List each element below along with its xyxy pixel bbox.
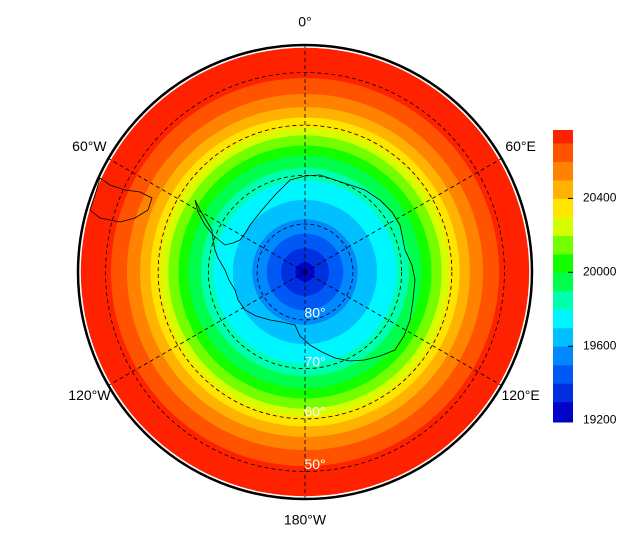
colorbar-segment: [553, 235, 573, 255]
south-america-coast: [89, 177, 153, 223]
latitude-label: 60°: [304, 404, 325, 420]
meridian: [304, 158, 502, 273]
colorbar-segment: [553, 327, 573, 347]
latitude-label: 80°: [304, 305, 325, 321]
meridian: [304, 271, 502, 386]
colorbar-segment: [553, 272, 573, 292]
map-border: [76, 43, 534, 501]
colorbar-segment: [553, 383, 573, 403]
colorbar: 19200 19600 20000 20400: [553, 130, 617, 426]
latitude-label: 50°: [304, 456, 325, 472]
longitude-label: 60°W: [72, 138, 107, 154]
colorbar-tick-label: 20400: [583, 191, 617, 205]
longitude-label: 120°E: [501, 387, 539, 403]
colorbar-segment: [553, 290, 573, 310]
latitude-label: 70°: [304, 353, 325, 369]
colorbar-segment: [553, 142, 573, 162]
latitude-circle: [157, 124, 453, 420]
colorbar-segment: [553, 364, 573, 384]
colorbar-segment: [553, 253, 573, 273]
longitude-label: 180°W: [284, 512, 327, 528]
colorbar-segment: [553, 130, 573, 144]
graticule-labels: 80° 70° 60° 50° 0° 60°E 120°E 180°W 120°W 60°W: [68, 14, 539, 528]
colorbar-tick-label: 19600: [583, 338, 617, 352]
latitude-circle: [256, 223, 354, 321]
longitude-label: 60°E: [505, 138, 536, 154]
antarctica-coast: [194, 174, 416, 362]
colorbar-segment: [553, 179, 573, 199]
latitude-circle: [207, 174, 403, 370]
colorbar-tick-label: 19200: [583, 412, 617, 426]
colorbar-tick-label: 20000: [583, 264, 617, 278]
graticule: [105, 45, 505, 499]
colorbar-segment: [553, 198, 573, 218]
longitude-label: 120°W: [68, 387, 111, 403]
colorbar-segment: [553, 161, 573, 181]
meridian: [108, 158, 306, 273]
colorbar-segment: [553, 309, 573, 329]
colorbar-segment: [553, 401, 573, 423]
meridian: [108, 271, 306, 386]
coastlines: [89, 174, 416, 362]
longitude-label: 0°: [298, 14, 311, 30]
colorbar-segment: [553, 346, 573, 366]
colorbar-segment: [553, 216, 573, 236]
